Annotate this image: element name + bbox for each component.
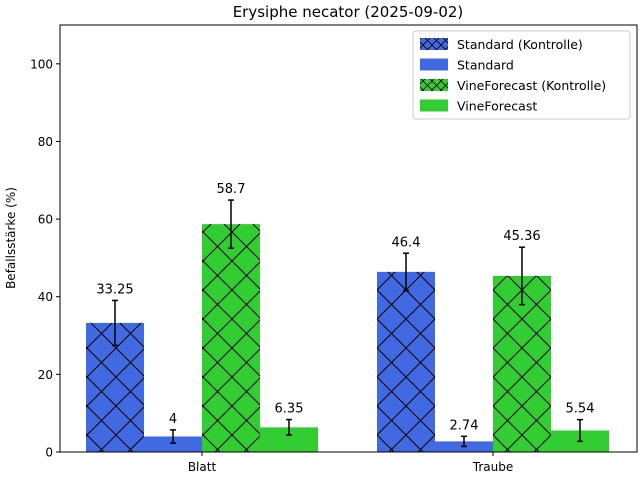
value-label-1-2: 45.36 — [503, 229, 540, 244]
chart-title: Erysiphe necator (2025-09-02) — [233, 3, 464, 21]
legend-label-2: VineForecast (Kontrolle) — [457, 78, 606, 93]
bars-group — [86, 224, 609, 452]
bar-hatch-0-2 — [202, 224, 260, 452]
error-bars-group — [112, 199, 583, 448]
value-label-0-3: 6.35 — [275, 402, 304, 417]
legend-swatch-3 — [420, 99, 448, 112]
y-tick-label-20: 20 — [38, 368, 53, 382]
y-tick-label-80: 80 — [38, 135, 53, 149]
x-axis-ticks: Blatt Traube — [188, 452, 513, 474]
value-labels-group: 33.25 46.4 4 2.74 58.7 45.36 6.35 5.54 — [96, 182, 594, 433]
y-tick-label-40: 40 — [38, 290, 53, 304]
legend-label-3: VineForecast — [457, 99, 537, 114]
bar-hatch-1-0 — [377, 271, 435, 452]
value-label-1-3: 5.54 — [566, 402, 595, 417]
y-axis-label: Befallsstärke (%) — [4, 187, 18, 289]
x-tick-label-0: Blatt — [188, 460, 217, 474]
legend-frame — [412, 30, 631, 120]
legend-swatch-hatch-0 — [420, 38, 448, 50]
bar-0-1 — [144, 436, 202, 452]
legend-label-0: Standard (Kontrolle) — [457, 37, 583, 52]
y-axis-ticks: 0 20 40 60 80 100 — [30, 57, 60, 460]
plot-frame — [59, 24, 638, 453]
y-tick-label-0: 0 — [45, 446, 53, 460]
value-label-0-0: 33.25 — [96, 282, 133, 297]
legend-swatch-1 — [420, 58, 448, 71]
x-tick-label-1: Traube — [472, 460, 513, 474]
y-tick-label-100: 100 — [30, 57, 53, 71]
y-tick-label-60: 60 — [38, 213, 53, 227]
legend-swatch-hatch-2 — [420, 79, 448, 91]
value-label-1-1: 2.74 — [450, 418, 479, 433]
legend-label-1: Standard — [457, 58, 514, 73]
value-label-0-1: 4 — [169, 412, 177, 427]
legend: Standard (Kontrolle) Standard VineForecast… — [412, 30, 631, 120]
value-label-1-0: 46.4 — [392, 235, 421, 250]
value-label-0-2: 58.7 — [217, 182, 246, 197]
